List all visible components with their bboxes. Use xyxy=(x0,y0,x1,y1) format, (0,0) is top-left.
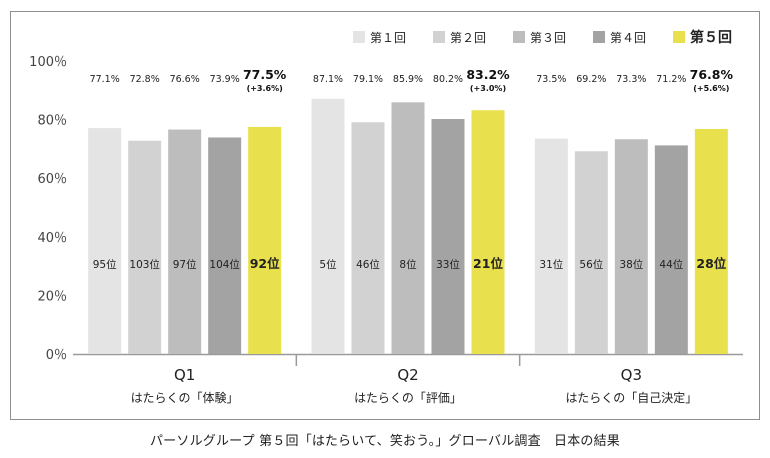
y-tick-label: 80％ xyxy=(37,114,67,129)
group-sublabel: はたらくの「評価」 xyxy=(354,390,462,405)
group-sublabel: はたらくの「体験」 xyxy=(131,390,239,405)
value-label: 76.8% xyxy=(690,67,734,82)
value-label: 71.2% xyxy=(656,74,686,85)
rank-label: 33位 xyxy=(436,258,460,271)
bar xyxy=(534,138,568,354)
value-label: 83.2% xyxy=(466,67,510,82)
value-label: 73.3% xyxy=(616,74,646,85)
bar xyxy=(431,119,465,354)
bar xyxy=(391,102,425,354)
group-label: Q2 xyxy=(397,366,418,384)
legend-swatch xyxy=(593,31,605,43)
value-label: 77.5% xyxy=(243,67,287,82)
bar xyxy=(614,139,648,354)
group-label: Q3 xyxy=(621,366,642,384)
bar xyxy=(694,128,728,354)
value-label: 79.1% xyxy=(353,74,383,85)
bar xyxy=(574,151,608,354)
value-label: 69.2% xyxy=(576,74,606,85)
y-tick-label: 40％ xyxy=(37,231,67,246)
y-tick-label: 100％ xyxy=(29,55,67,70)
y-tick-label: 0％ xyxy=(46,348,67,363)
y-tick-label: 20％ xyxy=(37,289,67,304)
legend-label: 第１回 xyxy=(370,31,406,45)
rank-label: 5位 xyxy=(319,258,337,271)
bar xyxy=(471,110,505,354)
chart-caption: パーソルグループ 第５回「はたらいて、笑おう。」グローバル調査 日本の結果 xyxy=(149,434,621,449)
bar xyxy=(311,98,345,354)
rank-label: 28位 xyxy=(696,256,726,271)
legend-swatch xyxy=(433,31,445,43)
rank-label: 21位 xyxy=(473,256,503,271)
change-label: (+5.6%) xyxy=(693,84,729,93)
y-tick-label: 60％ xyxy=(37,172,67,187)
value-label: 73.9% xyxy=(210,74,240,85)
value-label: 87.1% xyxy=(313,74,343,85)
value-label: 80.2% xyxy=(433,74,463,85)
bar xyxy=(88,128,122,354)
legend-label: 第５回 xyxy=(690,29,732,46)
value-label: 76.6% xyxy=(170,74,200,85)
bar xyxy=(248,126,282,354)
rank-label: 46位 xyxy=(356,258,380,271)
rank-label: 44位 xyxy=(659,258,683,271)
change-label: (+3.0%) xyxy=(470,84,506,93)
bar xyxy=(351,122,385,354)
bar xyxy=(128,140,162,354)
legend-swatch xyxy=(673,31,685,43)
legend-label: 第４回 xyxy=(610,31,646,45)
value-label: 73.5% xyxy=(536,74,566,85)
group-sublabel: はたらくの「自己決定」 xyxy=(565,390,697,405)
legend-swatch xyxy=(353,31,365,43)
legend-label: 第２回 xyxy=(450,31,486,45)
bar-chart: 0％ 20％ 40％ 60％ 80％ 100％ 77.1% 95位 72.8% 103位 76.6%… xyxy=(29,29,743,405)
bar xyxy=(168,129,202,354)
rank-label: 104位 xyxy=(209,258,240,271)
rank-label: 92位 xyxy=(250,256,280,271)
legend-swatch xyxy=(513,31,525,43)
rank-label: 8位 xyxy=(399,258,417,271)
chart-frame: 0％ 20％ 40％ 60％ 80％ 100％ 77.1% 95位 72.8% 103位 76.6%… xyxy=(10,11,760,420)
rank-label: 103位 xyxy=(129,258,160,271)
rank-label: 38位 xyxy=(619,258,643,271)
value-label: 77.1% xyxy=(90,74,120,85)
rank-label: 97位 xyxy=(173,258,197,271)
group-label: Q1 xyxy=(174,366,195,384)
value-label: 85.9% xyxy=(393,74,423,85)
change-label: (+3.6%) xyxy=(247,84,283,93)
rank-label: 95位 xyxy=(93,258,117,271)
bar xyxy=(208,137,242,354)
rank-label: 31位 xyxy=(539,258,563,271)
value-label: 72.8% xyxy=(130,74,160,85)
legend-label: 第３回 xyxy=(530,31,566,45)
rank-label: 56位 xyxy=(579,258,603,271)
bar xyxy=(654,145,688,354)
